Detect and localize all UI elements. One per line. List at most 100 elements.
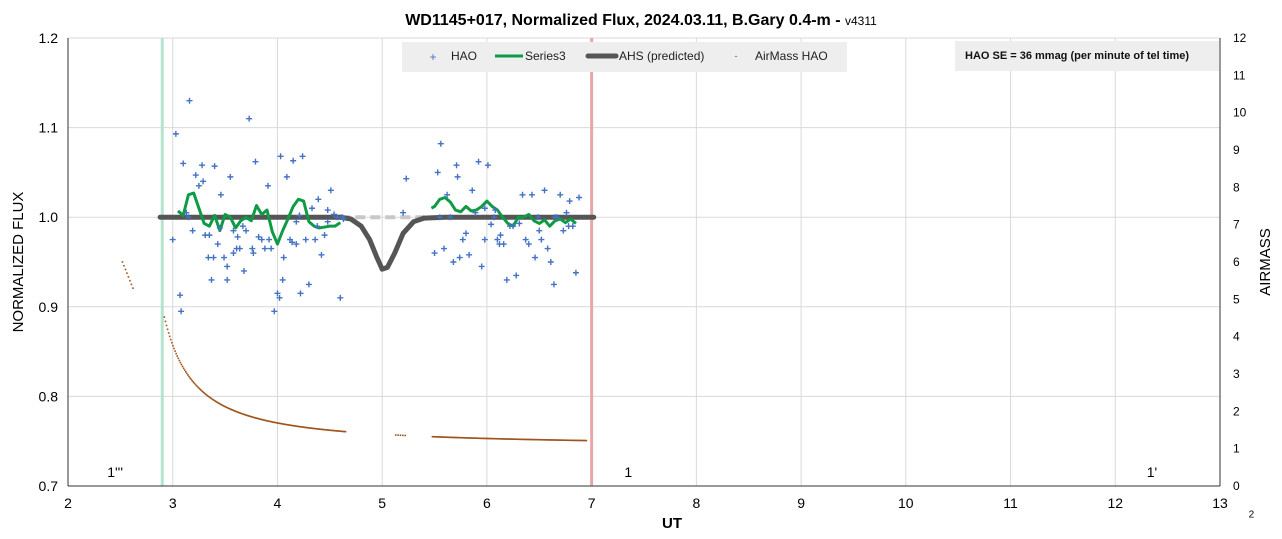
airmass-point [459, 436, 462, 439]
airmass-point [584, 439, 587, 442]
airmass-point [176, 355, 179, 357]
airmass-point [272, 421, 275, 424]
airmass-point [441, 436, 444, 438]
airmass-point [516, 438, 518, 441]
hao-point [481, 205, 488, 212]
airmass-point [449, 436, 451, 439]
airmass-point [190, 378, 192, 381]
hao-point [519, 191, 526, 198]
airmass-point [221, 404, 224, 406]
airmass-point [444, 436, 446, 438]
hao-point [522, 236, 529, 243]
legend-label-airmass: AirMass HAO [755, 49, 828, 63]
hao-point [192, 172, 199, 179]
airmass-point [560, 439, 563, 441]
airmass-point [278, 422, 280, 425]
hao-point [312, 236, 319, 243]
airmass-point [240, 412, 243, 415]
airmass-point [316, 428, 319, 430]
hao-point [227, 173, 234, 180]
hao-point [550, 281, 557, 288]
airmass-point [461, 436, 464, 439]
airmass-point [204, 392, 206, 395]
hao-point [324, 207, 331, 214]
airmass-point [568, 439, 570, 442]
airmass-point [175, 352, 177, 355]
airmass-point [247, 414, 249, 417]
airmass-point [569, 439, 571, 442]
airmass-point [562, 439, 565, 441]
airmass-point [544, 439, 546, 441]
airmass-point [194, 383, 197, 386]
airmass-point [485, 437, 487, 440]
airmass-point [282, 423, 285, 425]
airmass-point [126, 272, 128, 274]
airmass-point [291, 424, 293, 427]
airmass-point [536, 438, 538, 441]
hao-point [279, 276, 286, 283]
airmass-point [581, 439, 584, 442]
airmass-point [528, 438, 531, 441]
airmass-point [241, 413, 244, 415]
hao-point [447, 214, 454, 221]
airmass-point [269, 420, 272, 423]
airmass-point [526, 438, 529, 441]
hao-point [230, 227, 237, 234]
airmass-point [580, 439, 583, 442]
hao-point [221, 254, 228, 261]
hao-point [324, 218, 331, 225]
airmass-point [450, 436, 452, 439]
airmass-point [230, 408, 232, 411]
airmass-point [493, 437, 496, 440]
airmass-point [293, 425, 295, 427]
airmass-point [471, 437, 474, 439]
airmass-point [290, 424, 292, 427]
airmass-point [332, 429, 335, 432]
hao-point [510, 223, 517, 230]
airmass-point [238, 411, 241, 414]
y2-tick-label: 6 [1233, 255, 1240, 269]
airmass-point [486, 437, 489, 440]
y2-tick-label: 4 [1233, 330, 1240, 344]
airmass-point [258, 418, 261, 420]
hao-point [535, 214, 542, 221]
airmass-point [287, 424, 290, 426]
airmass-point [448, 436, 450, 439]
airmass-point [510, 438, 512, 440]
airmass-point [514, 438, 516, 440]
airmass-point [447, 436, 449, 439]
airmass-point [301, 426, 304, 428]
airmass-point [280, 422, 283, 425]
hao-point [302, 236, 309, 243]
airmass-point [307, 426, 309, 429]
airmass-point [577, 439, 579, 442]
hao-point [444, 191, 451, 198]
hao-point [496, 241, 503, 248]
airmass-point [488, 437, 491, 440]
airmass-point [277, 422, 279, 424]
x-axis-label: UT [662, 515, 682, 532]
hao-point [331, 211, 338, 218]
airmass-point [129, 279, 131, 282]
airmass-point [433, 435, 436, 438]
hao-point [431, 250, 438, 257]
y2-tick-label: 7 [1233, 218, 1240, 232]
hao-point [497, 232, 504, 239]
hao-point [208, 276, 215, 283]
airmass-point [438, 436, 441, 438]
hao-point [513, 272, 520, 279]
airmass-point [199, 389, 202, 391]
hao-point [315, 196, 322, 203]
airmass-point [436, 436, 439, 438]
airmass-point [310, 427, 313, 429]
airmass-point [487, 437, 490, 440]
y2-tick-label: 9 [1233, 143, 1240, 157]
airmass-point [320, 428, 322, 431]
airmass-point [172, 344, 174, 347]
airmass-point [538, 438, 540, 441]
hao-point [494, 236, 501, 243]
hao-point [400, 209, 407, 216]
legend: + HAO Series3 AHS (predicted) - AirMass … [402, 42, 847, 72]
hao-point [271, 308, 278, 315]
airmass-point [216, 401, 218, 403]
